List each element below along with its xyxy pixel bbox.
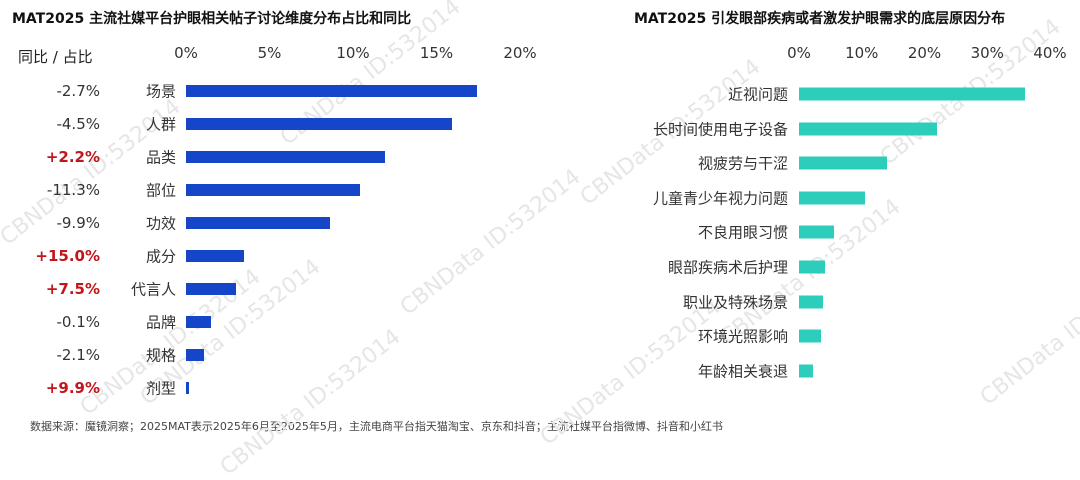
data-bar (186, 316, 212, 328)
watermark-text: CBNData ID:532014 (395, 164, 586, 321)
x-axis-tick-label: 40% (1033, 44, 1067, 62)
data-bar (186, 217, 330, 229)
category-label: 代言人 (130, 280, 176, 299)
x-axis-tick-label: 10% (845, 44, 879, 62)
yoy-value: +15.0% (35, 247, 100, 265)
yoy-value: +7.5% (45, 280, 100, 298)
category-label: 品牌 (145, 313, 176, 332)
yoy-value: -2.1% (56, 346, 100, 364)
category-label: 环境光照影响 (697, 327, 788, 346)
category-label: 长时间使用电子设备 (652, 120, 788, 139)
data-bar (799, 156, 887, 170)
yoy-value: -0.1% (56, 313, 100, 331)
yoy-value: +9.9% (45, 379, 100, 397)
category-label: 部位 (145, 181, 176, 200)
x-axis-tick-label: 10% (336, 44, 370, 62)
x-axis-tick-label: 30% (970, 44, 1004, 62)
category-label: 视疲劳与干涩 (697, 154, 788, 173)
data-bar (186, 184, 360, 196)
data-bar (186, 85, 477, 97)
data-bar (799, 260, 826, 274)
data-bar (799, 191, 865, 205)
data-bar (186, 118, 452, 130)
yoy-value: +2.2% (45, 148, 100, 166)
data-bar (799, 87, 1025, 101)
data-bar (799, 122, 938, 136)
x-axis-tick-label: 20% (503, 44, 537, 62)
x-axis-tick-label: 0% (174, 44, 198, 62)
category-label: 儿童青少年视力问题 (652, 189, 788, 208)
watermark-text: CBNData ID:532014 (975, 254, 1080, 411)
category-label: 剂型 (145, 379, 176, 398)
data-bar (799, 295, 823, 309)
x-axis-tick-label: 20% (907, 44, 942, 62)
left-chart-title: MAT2025 主流社媒平台护眼相关帖子讨论维度分布占比和同比 (12, 11, 412, 27)
data-bar (186, 382, 190, 394)
x-axis-tick-label: 5% (257, 44, 282, 62)
data-bar (799, 364, 813, 378)
yoy-value: -2.7% (56, 82, 100, 100)
category-label: 近视问题 (727, 85, 788, 104)
category-label: 成分 (145, 247, 176, 266)
data-bar (799, 225, 834, 239)
category-label: 场景 (145, 82, 176, 101)
yoy-value: -4.5% (56, 115, 100, 133)
category-label: 年龄相关衰退 (697, 362, 788, 381)
yoy-value: -9.9% (56, 214, 100, 232)
x-axis-tick-label: 0% (787, 44, 811, 62)
category-label: 人群 (145, 115, 176, 134)
data-bar (186, 283, 237, 295)
yoy-share-header: 同比 / 占比 (18, 48, 93, 66)
category-label: 功效 (145, 214, 176, 233)
data-bar (186, 349, 205, 361)
data-bar (799, 329, 821, 343)
yoy-value: -11.3% (46, 181, 100, 199)
category-label: 不良用眼习惯 (697, 223, 788, 242)
data-source-note: 数据来源：魔镜洞察；2025MAT表示2025年6月至2025年5月，主流电商平… (30, 420, 723, 433)
watermark-text: CBNData ID:532014 (215, 324, 406, 480)
category-label: 规格 (145, 346, 176, 365)
right-chart-title: MAT2025 引发眼部疾病或者激发护眼需求的底层原因分布 (634, 11, 1006, 27)
category-label: 品类 (145, 148, 176, 167)
data-bar (186, 250, 245, 262)
category-label: 眼部疾病术后护理 (667, 258, 788, 277)
x-axis-tick-label: 15% (419, 44, 454, 62)
category-label: 职业及特殊场景 (682, 293, 788, 312)
data-bar (186, 151, 385, 163)
